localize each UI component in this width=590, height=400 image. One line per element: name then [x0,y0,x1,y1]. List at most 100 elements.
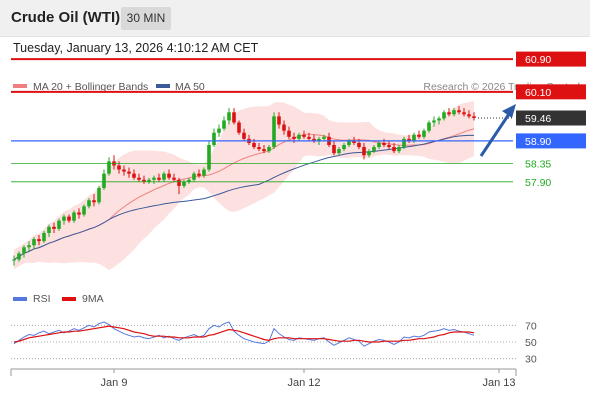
candle-body [307,136,311,139]
rsi-level-label: 30 [525,354,537,366]
resistance-level-label: 60.10 [525,87,551,99]
candle-body [427,122,431,131]
candle-body [27,245,31,248]
ma20-legend-label: MA 20 + Bollinger Bands [33,81,148,93]
level-layer: 60.90 60.10 59.46 58.90 58.35 57.90 [11,51,586,189]
candle-body [437,118,441,121]
header-bar: Crude Oil (WTI) 30 MIN [0,0,590,37]
x-axis-tick-label: Jan 12 [287,377,320,389]
candle-body [317,138,321,141]
candle-body [37,239,41,242]
resistance-level-label: 60.90 [525,54,551,66]
candle-body [217,128,221,133]
price-layer [12,101,476,271]
candle-body [412,134,416,141]
candle-body [177,179,181,186]
candle-body [282,124,286,131]
candle-body [132,173,136,178]
candle-body [92,200,96,203]
rsi-legend-label: RSI [33,293,51,305]
candle-body [52,226,56,229]
candle-body [172,177,176,180]
candle-body [387,145,391,148]
candle-body [417,134,421,137]
ma50-legend-label: MA 50 [175,81,205,93]
candle-body [152,177,156,180]
resistance-level-tag [516,84,586,100]
candle-body [162,173,166,180]
candle-body [272,116,276,148]
candle-body [402,138,406,148]
candle-body [312,138,316,141]
candle-body [182,181,186,186]
candle-body [47,226,51,233]
rsi-ma-legend-label: 9MA [82,293,104,305]
candle-body [337,149,341,154]
candle-body [167,173,171,178]
rsi-ma-line [13,325,475,343]
candle-body [342,145,346,150]
rsi-layer: 70 50 30 [11,320,537,366]
candle-body [332,145,336,154]
candle-body [157,177,161,180]
candle-body [352,140,356,143]
candle-body [262,149,266,152]
candle-body [67,216,71,221]
candle-body [232,112,236,123]
candle-body [12,259,16,261]
candle-body [367,151,371,156]
candle-body [197,173,201,176]
candle-body [147,179,151,182]
candle-body [267,147,271,152]
candle-body [292,136,296,139]
candle-body [447,112,451,115]
candle-body [32,239,36,246]
rsi-level-label: 50 [525,337,537,349]
x-axis-labels: Jan 9 Jan 12 Jan 13 [101,369,516,389]
candle-body [252,142,256,148]
candle-body [62,216,66,221]
candle-body [467,114,471,117]
candle-body [392,147,396,152]
support-level-label: 58.35 [525,158,551,170]
candle-body [42,232,46,242]
candle-body [87,200,91,207]
candle-body [82,206,86,215]
candle-body [207,145,211,170]
candle-body [452,110,456,115]
candle-body [472,116,476,118]
candle-body [242,132,246,139]
candle-body [122,169,126,172]
candle-body [127,171,131,174]
rsi-line [13,321,475,347]
current-level-label: 59.46 [525,113,551,125]
candle-body [227,112,231,121]
candle-body [187,179,191,182]
candle-body [22,247,26,254]
projection-arrow-head [502,104,516,118]
candle-body [377,142,381,148]
candle-body [212,132,216,145]
timestamp-text: Tuesday, January 13, 2026 4:10:12 AM CET [13,41,259,55]
candle-body [442,112,446,119]
candle-body [107,161,111,174]
pivot-level-label: 58.90 [525,136,551,148]
candle-body [382,142,386,145]
candle-body [297,134,301,139]
pivot-level-tag [516,133,586,149]
candle-body [257,147,261,150]
candle-body [277,116,281,125]
resistance-level-tag [516,51,586,67]
ma50-legend-swatch [156,84,170,88]
candle-body [457,110,461,113]
candle-body [362,147,366,156]
candle-body [77,212,81,215]
candle-body [222,120,226,129]
timeframe-badge[interactable]: 30 MIN [121,7,171,30]
instrument-title: Crude Oil (WTI) [11,9,121,26]
candle-body [137,177,141,180]
candle-body [462,112,466,115]
candle-body [302,134,306,137]
